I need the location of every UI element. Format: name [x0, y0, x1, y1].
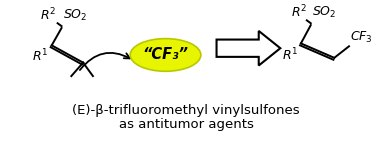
Ellipse shape	[130, 39, 201, 71]
Text: $SO_2$: $SO_2$	[312, 5, 336, 20]
Text: $CF_3$: $CF_3$	[350, 30, 373, 45]
Text: $SO_2$: $SO_2$	[62, 8, 87, 23]
Text: $R^2$: $R^2$	[291, 4, 307, 20]
Text: as antitumor agents: as antitumor agents	[119, 118, 254, 131]
Polygon shape	[217, 31, 280, 66]
Text: (E)-β-trifluoromethyl vinylsulfones: (E)-β-trifluoromethyl vinylsulfones	[72, 104, 300, 117]
Text: $R^1$: $R^1$	[282, 46, 298, 63]
Text: $R^1$: $R^1$	[33, 47, 49, 64]
Text: “CF₃”: “CF₃”	[143, 47, 189, 62]
Text: $R^2$: $R^2$	[40, 7, 57, 23]
